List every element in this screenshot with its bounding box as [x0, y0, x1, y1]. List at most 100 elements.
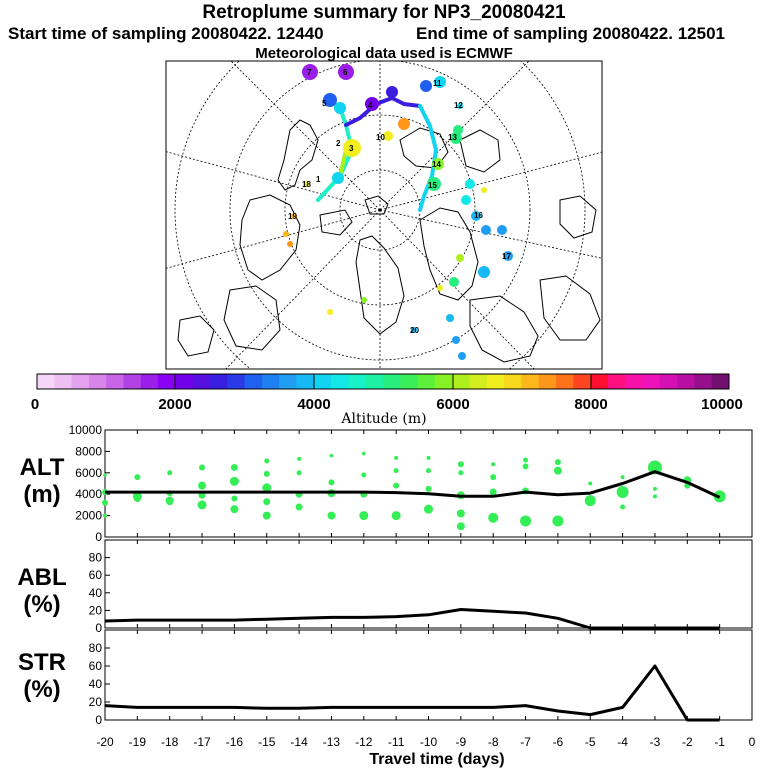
day-label: 14 — [432, 160, 441, 169]
plume-point — [103, 473, 107, 477]
colorbar-cell — [521, 374, 540, 389]
x-tick-label: -19 — [129, 735, 147, 749]
colorbar-tick-label: 2000 — [158, 396, 191, 413]
trajectory-day-labels: 7 6 5 4 3 2 1 10 11 12 13 14 15 16 17 18… — [288, 68, 511, 335]
x-tick-label: -16 — [226, 735, 244, 749]
x-tick-label: -17 — [193, 735, 211, 749]
plume-point — [167, 470, 173, 476]
colorbar-cell — [37, 374, 55, 389]
day-label: 11 — [433, 79, 442, 88]
y-tick-label: 10000 — [69, 423, 103, 437]
plume-point — [616, 486, 629, 499]
plume-point — [199, 464, 206, 471]
x-tick-label: -18 — [161, 735, 179, 749]
plume-point — [424, 504, 433, 514]
x-axis-label: Travel time (days) — [369, 751, 504, 768]
colorbar-cell — [365, 374, 384, 389]
plume-point — [230, 505, 239, 514]
x-tick-label: 0 — [749, 735, 756, 749]
plume-point — [262, 511, 271, 520]
day-label: 4 — [368, 101, 373, 110]
alt-ylabel: ALT — [20, 454, 65, 481]
series-line-alt — [105, 470, 721, 499]
y-tick-label: 60 — [89, 659, 103, 673]
plume-point — [230, 463, 238, 471]
colorbar-cell — [417, 374, 436, 389]
y-tick-label: 60 — [89, 568, 103, 582]
x-tick-label: -14 — [290, 735, 308, 749]
colorbar-cell — [123, 374, 142, 389]
x-tick-label: -8 — [488, 735, 499, 749]
day-label: 18 — [302, 180, 311, 189]
plume-point — [457, 461, 464, 468]
y-tick-label: 0 — [95, 621, 102, 635]
plume-point — [391, 511, 401, 521]
x-tick-label: -3 — [650, 735, 661, 749]
plume-point — [393, 482, 400, 489]
colorbar-cell — [175, 374, 194, 389]
colorbar-cell — [383, 374, 401, 389]
colorbar-cell — [331, 374, 349, 389]
plume-point — [456, 509, 465, 518]
plume-point — [458, 470, 464, 476]
plume-point — [393, 468, 399, 474]
colorbar-cell — [71, 374, 90, 389]
colorbar-cell — [659, 374, 678, 389]
day-label: 3 — [349, 144, 354, 153]
day-label: 19 — [288, 212, 297, 221]
day-label: 1 — [316, 175, 321, 184]
colorbar-tick-label: 8000 — [574, 396, 607, 413]
colorbar-tick-label: 0 — [31, 396, 39, 413]
colorbar-cell — [210, 374, 228, 389]
y-tick-label: 6000 — [75, 466, 102, 480]
y-tick-label: 2000 — [75, 509, 102, 523]
colorbar-axis-label: Altitude (m) — [340, 411, 426, 427]
meridians — [166, 61, 602, 369]
str-ylabel-unit: (%) — [23, 676, 60, 703]
day-label: 17 — [502, 252, 511, 261]
x-tick-label: -11 — [388, 735, 405, 749]
colorbar-cell — [694, 374, 713, 389]
colorbar-cell — [54, 374, 73, 389]
x-tick-label: -6 — [553, 735, 564, 749]
abl-ylabel: ABL — [17, 564, 66, 591]
plume-point — [490, 474, 497, 481]
day-label: 20 — [410, 326, 419, 335]
abl-ylabel-unit: (%) — [23, 591, 60, 618]
day-label: 16 — [474, 211, 483, 220]
plume-point — [197, 500, 207, 510]
colorbar-cell — [296, 374, 315, 389]
y-tick-label: 20 — [89, 695, 103, 709]
colorbar-tick-label: 10000 — [701, 396, 743, 413]
plume-point — [264, 458, 270, 464]
plume-point — [263, 470, 270, 477]
x-tick-label: -12 — [355, 735, 373, 749]
colorbar-cell — [158, 374, 176, 389]
abl-panel: 80 60 40 20 0 — [89, 539, 753, 635]
day-label: 5 — [322, 99, 327, 108]
plume-point — [133, 494, 141, 502]
colorbar-cell — [140, 374, 159, 389]
day-label: 15 — [428, 181, 437, 190]
plume-point — [103, 513, 107, 518]
y-tick-label: 80 — [89, 641, 103, 655]
colorbar-cell — [434, 374, 453, 389]
colorbar-cell — [400, 374, 419, 389]
plume-point — [652, 494, 657, 499]
y-tick-label: 80 — [89, 551, 103, 565]
colorbar-cell — [106, 374, 124, 389]
day-label: 7 — [307, 68, 312, 77]
colorbar-cell — [573, 374, 592, 389]
y-tick-label: 4000 — [75, 487, 102, 501]
colorbar-cell — [279, 374, 297, 389]
plume-point — [620, 504, 626, 510]
plume-point — [584, 495, 596, 507]
colorbar-cell — [711, 374, 730, 389]
colorbar-cell — [244, 374, 263, 389]
colorbar-cell — [677, 374, 695, 389]
alt-ylabel-unit: (m) — [23, 481, 60, 508]
coastlines — [177, 119, 601, 363]
day-label: 6 — [343, 68, 348, 77]
